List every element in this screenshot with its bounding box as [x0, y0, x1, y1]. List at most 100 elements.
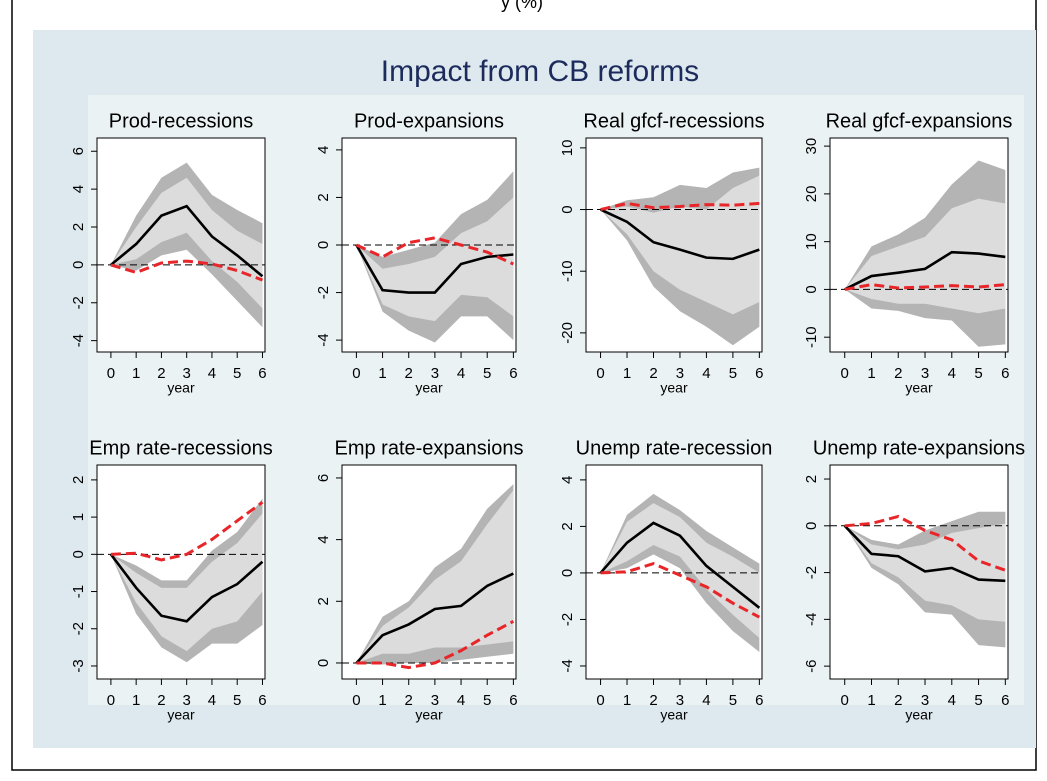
confidence-band — [110, 513, 263, 652]
y-tick-label: -4 — [803, 613, 820, 626]
y-tick-label: -2 — [70, 296, 87, 309]
x-tick-label: 0 — [841, 692, 849, 709]
x-tick-label: 0 — [841, 365, 849, 382]
plot-frame — [96, 464, 266, 680]
y-tick-label: 10 — [803, 233, 820, 250]
x-tick-label: 3 — [921, 692, 929, 709]
y-tick-label: 6 — [315, 474, 332, 482]
x-tick-label: 5 — [483, 692, 491, 709]
y-tick-label: 0 — [803, 522, 820, 530]
y-tick-label: -2 — [803, 566, 820, 579]
x-tick-label: 3 — [183, 365, 191, 382]
confidence-band — [600, 503, 760, 639]
x-tick-label: 6 — [755, 692, 763, 709]
series-line — [355, 236, 515, 266]
y-tick-label: 2 — [315, 193, 332, 201]
x-tick-label: 4 — [948, 365, 956, 382]
x-tick-label: 1 — [867, 692, 875, 709]
x-tick-label: 2 — [649, 365, 657, 382]
subplot-title: Real gfcf-recessions — [583, 110, 764, 132]
series-line — [355, 572, 514, 664]
x-axis-label: year — [167, 380, 195, 396]
x-tick-label: 3 — [676, 692, 684, 709]
y-tick-label: -10 — [559, 260, 576, 282]
x-tick-label: 5 — [729, 692, 737, 709]
y-tick-label: -2 — [315, 286, 332, 299]
x-axis-label: year — [905, 380, 933, 396]
series-line — [355, 244, 514, 294]
x-axis-label: year — [905, 707, 933, 723]
series-line — [109, 553, 264, 623]
x-tick-label: 5 — [974, 365, 982, 382]
y-tick-label: 4 — [315, 535, 332, 543]
confidence-band — [356, 490, 514, 663]
plot-frame — [829, 464, 1009, 680]
x-tick-label: 2 — [649, 692, 657, 709]
x-tick-label: 1 — [132, 365, 140, 382]
series-line — [110, 204, 264, 278]
x-tick-label: 6 — [1001, 365, 1009, 382]
y-tick-label: -6 — [803, 659, 820, 672]
x-tick-label: 4 — [457, 365, 465, 382]
plot-frame — [585, 464, 763, 680]
subplot: Unemp rate-expansions -6 -4 -2 0 2 0 1 2 3 4 5 6 year — [803, 437, 1025, 722]
x-tick-label: 0 — [107, 692, 115, 709]
x-axis-label: year — [660, 707, 688, 723]
subplot-title: Prod-expansions — [354, 110, 504, 132]
x-tick-label: 1 — [623, 692, 631, 709]
confidence-band — [110, 162, 263, 328]
series-line — [843, 524, 1006, 583]
subplot: Prod-expansions -4 -2 0 2 4 0 1 2 3 4 5 6 year — [315, 110, 518, 395]
x-tick-label: 4 — [208, 692, 216, 709]
x-tick-label: 1 — [378, 692, 386, 709]
x-axis-label: year — [167, 707, 195, 723]
plot-frame — [829, 137, 1009, 353]
plot-frame — [96, 137, 266, 353]
x-tick-label: 6 — [755, 365, 763, 382]
y-tick-label: 20 — [803, 186, 820, 203]
x-tick-label: 2 — [405, 365, 413, 382]
y-tick-label: -4 — [70, 334, 87, 347]
series-line — [110, 501, 264, 562]
subplot: Unemp rate-recession -4 -2 0 2 4 0 1 2 3 4 5 6 year — [559, 437, 772, 722]
y-tick-label: 10 — [559, 140, 576, 157]
y-tick-label: 4 — [315, 146, 332, 154]
x-axis-label: year — [415, 707, 443, 723]
y-tick-label: 0 — [803, 285, 820, 293]
y-tick-label: -2 — [559, 613, 576, 626]
series-line — [600, 208, 760, 261]
y-tick-label: -10 — [803, 326, 820, 348]
x-tick-label: 5 — [483, 365, 491, 382]
x-tick-label: 2 — [405, 692, 413, 709]
y-tick-label: -1 — [70, 585, 87, 598]
y-tick-label: 0 — [70, 261, 87, 269]
x-tick-label: 3 — [183, 692, 191, 709]
subplot-title: Prod-recessions — [109, 110, 254, 132]
y-tick-label: -20 — [559, 322, 576, 344]
x-tick-label: 5 — [233, 365, 241, 382]
x-tick-label: 5 — [729, 365, 737, 382]
y-tick-label: 1 — [70, 513, 87, 521]
y-tick-label: 4 — [70, 185, 87, 193]
y-tick-label: 0 — [559, 569, 576, 577]
series-line — [600, 201, 760, 211]
y-tick-label: 2 — [70, 476, 87, 484]
x-tick-label: 6 — [258, 365, 266, 382]
x-tick-label: 0 — [352, 692, 360, 709]
confidence-band — [844, 198, 1006, 314]
series-line — [844, 250, 1006, 291]
plot-frame — [341, 464, 517, 680]
series-line — [356, 620, 515, 670]
y-tick-label: 0 — [70, 550, 87, 558]
x-tick-label: 0 — [352, 365, 360, 382]
x-tick-label: 1 — [867, 365, 875, 382]
subplot: Real gfcf-recessions -20 -10 0 10 0 1 2 3 4 5 6 year — [559, 110, 765, 395]
x-tick-label: 1 — [623, 365, 631, 382]
y-tick-label: -4 — [559, 659, 576, 672]
series-line — [599, 521, 761, 609]
subplot-title: Unemp rate-expansions — [813, 437, 1025, 459]
x-tick-label: 2 — [894, 365, 902, 382]
y-tick-label: 2 — [559, 522, 576, 530]
